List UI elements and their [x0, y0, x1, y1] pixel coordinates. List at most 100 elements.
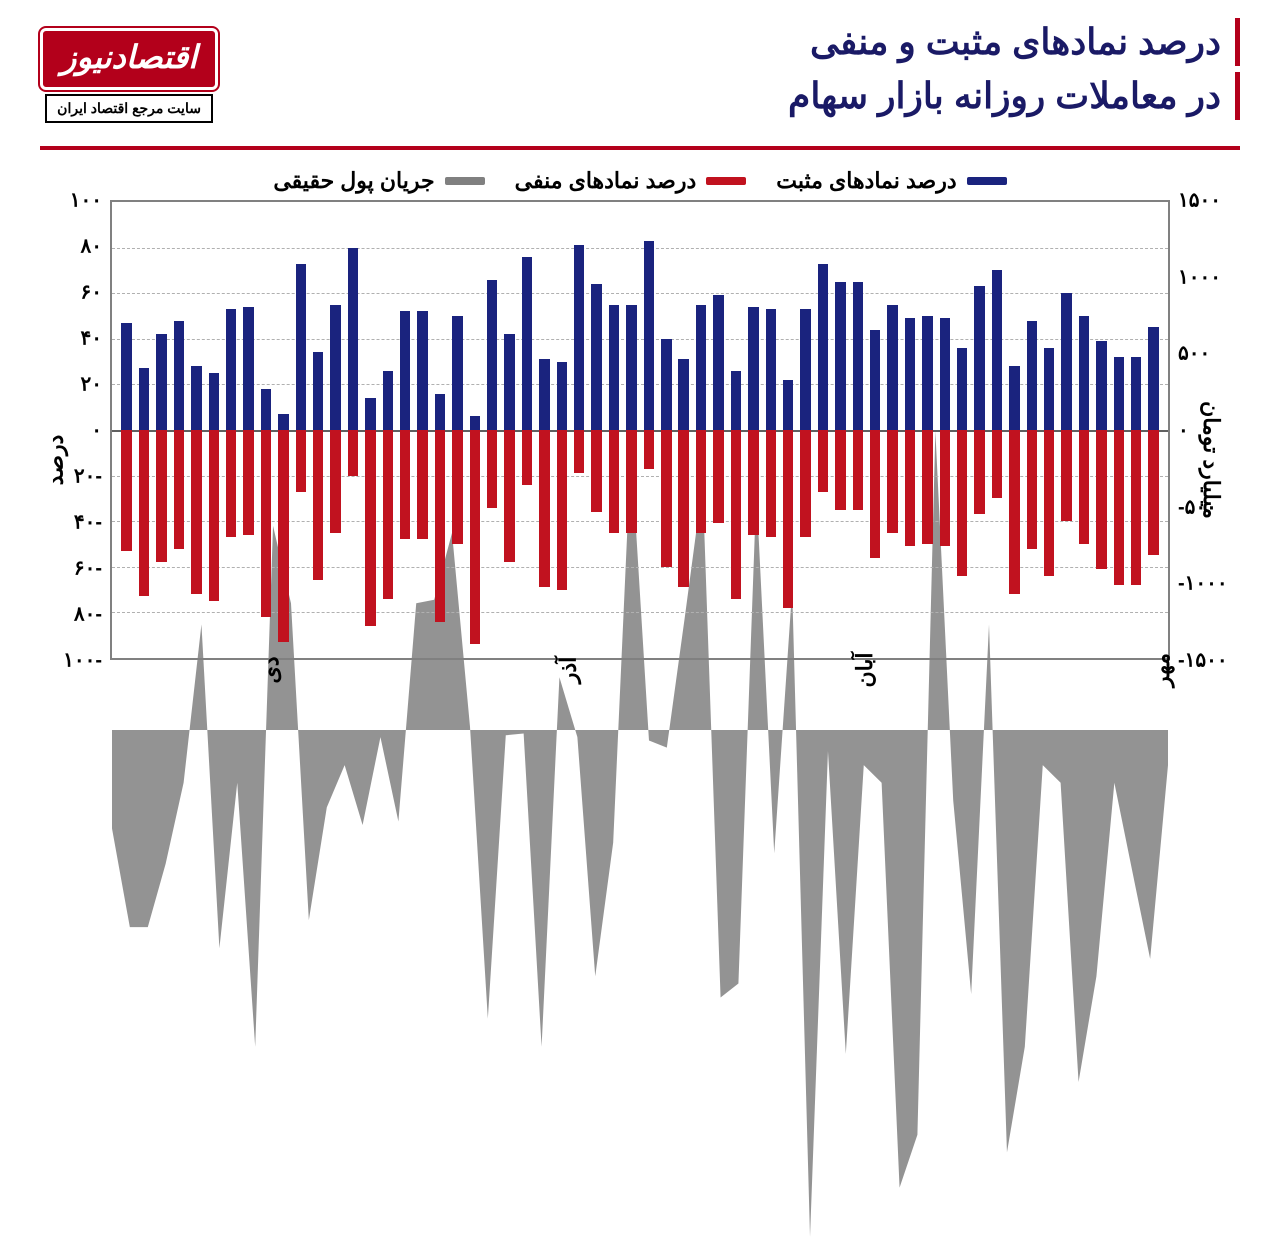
bar-negative	[139, 430, 149, 596]
bar-negative	[731, 430, 741, 599]
logo-block: اقتصادنیوز سایت مرجع اقتصاد ایران	[40, 28, 218, 123]
day-slot	[727, 202, 744, 658]
y-axis-left-title: درصد	[42, 435, 68, 486]
bar-negative	[330, 430, 340, 533]
day-slot	[449, 202, 466, 658]
bar-negative	[209, 430, 219, 601]
day-slot	[710, 202, 727, 658]
x-month-label: آذر	[555, 657, 581, 684]
bar-negative	[400, 430, 410, 539]
bar-positive	[940, 318, 950, 430]
bar-positive	[957, 348, 967, 430]
bar-positive	[348, 248, 358, 430]
bar-positive	[156, 334, 166, 430]
day-slot	[397, 202, 414, 658]
bar-negative	[713, 430, 723, 523]
day-slot	[692, 202, 709, 658]
legend-label-positive: درصد نمادهای مثبت	[776, 168, 956, 194]
bar-negative	[626, 430, 636, 533]
day-slot	[240, 202, 257, 658]
legend: درصد نمادهای مثبت درصد نمادهای منفی جریا…	[0, 168, 1280, 194]
bar-positive	[591, 284, 601, 430]
bar-positive	[661, 339, 671, 430]
y-right-tick: ۰	[1178, 418, 1189, 443]
bar-negative	[174, 430, 184, 549]
bar-positive	[1061, 293, 1071, 430]
legend-item-flow: جریان پول حقیقی	[273, 168, 484, 194]
chart: ۱۰۰۸۰۶۰۴۰۲۰۰-۲۰-۴۰-۶۰-۸۰-۱۰۰ ۱۵۰۰۱۰۰۰۵۰۰…	[40, 200, 1240, 720]
bar-positive	[1131, 357, 1141, 430]
day-slot	[849, 202, 866, 658]
bar-positive	[243, 307, 253, 430]
bar-negative	[574, 430, 584, 473]
bar-positive	[696, 305, 706, 430]
bar-negative	[870, 430, 880, 558]
bar-negative	[1061, 430, 1071, 521]
day-slot	[658, 202, 675, 658]
bar-negative	[887, 430, 897, 533]
bar-positive	[974, 286, 984, 430]
day-slot	[1041, 202, 1058, 658]
bar-positive	[557, 362, 567, 430]
title-accent-bar	[1235, 72, 1240, 120]
day-slot	[414, 202, 431, 658]
title-line-2: در معاملات روزانه بازار سهام	[788, 75, 1221, 117]
bar-negative	[644, 430, 654, 469]
y-left-tick: ۸۰	[81, 234, 102, 259]
bar-negative	[226, 430, 236, 537]
day-slot	[762, 202, 779, 658]
bar-positive	[644, 241, 654, 430]
bar-positive	[191, 366, 201, 430]
bar-negative	[783, 430, 793, 608]
bar-positive	[922, 316, 932, 430]
bar-negative	[853, 430, 863, 510]
day-slot	[866, 202, 883, 658]
bar-positive	[887, 305, 897, 430]
bar-negative	[278, 430, 288, 642]
y-axis-right-title: میلیارد تومان	[1198, 401, 1224, 519]
bar-negative	[922, 430, 932, 544]
y-left-tick: -۶۰	[74, 556, 102, 581]
bar-negative	[296, 430, 306, 492]
bar-negative	[557, 430, 567, 590]
day-slot	[135, 202, 152, 658]
day-slot	[205, 202, 222, 658]
bar-positive	[296, 264, 306, 430]
legend-label-negative: درصد نمادهای منفی	[515, 168, 697, 194]
y-right-tick: -۱۰۰۰	[1178, 571, 1228, 596]
bar-negative	[1114, 430, 1124, 585]
bar-positive	[417, 311, 427, 430]
bar-negative	[1044, 430, 1054, 576]
bar-negative	[940, 430, 950, 546]
y-left-tick: -۱۰۰	[63, 648, 102, 673]
bar-negative	[261, 430, 271, 617]
bar-negative	[818, 430, 828, 492]
day-slot	[1110, 202, 1127, 658]
x-axis: مهرآبانآذردی	[110, 660, 1170, 720]
bar-positive	[748, 307, 758, 430]
day-slot	[919, 202, 936, 658]
day-slot	[1075, 202, 1092, 658]
bar-positive	[992, 270, 1002, 430]
y-left-tick: ۰	[91, 418, 102, 443]
y-left-tick: ۴۰	[81, 326, 102, 351]
divider-rule	[40, 146, 1240, 150]
day-slot	[571, 202, 588, 658]
bar-positive	[1079, 316, 1089, 430]
bar-negative	[1079, 430, 1089, 544]
y-right-tick: ۱۵۰۰	[1178, 188, 1221, 213]
bar-positive	[504, 334, 514, 430]
day-slot	[275, 202, 292, 658]
bar-positive	[139, 368, 149, 430]
bar-positive	[818, 264, 828, 430]
day-slot	[553, 202, 570, 658]
bar-negative	[678, 430, 688, 587]
day-slot	[362, 202, 379, 658]
bar-positive	[539, 359, 549, 430]
day-slot	[1093, 202, 1110, 658]
bar-positive	[522, 257, 532, 430]
bar-negative	[365, 430, 375, 626]
y-left-tick: -۴۰	[74, 510, 102, 535]
bar-positive	[313, 352, 323, 430]
x-month-label: مهر	[1149, 653, 1175, 687]
